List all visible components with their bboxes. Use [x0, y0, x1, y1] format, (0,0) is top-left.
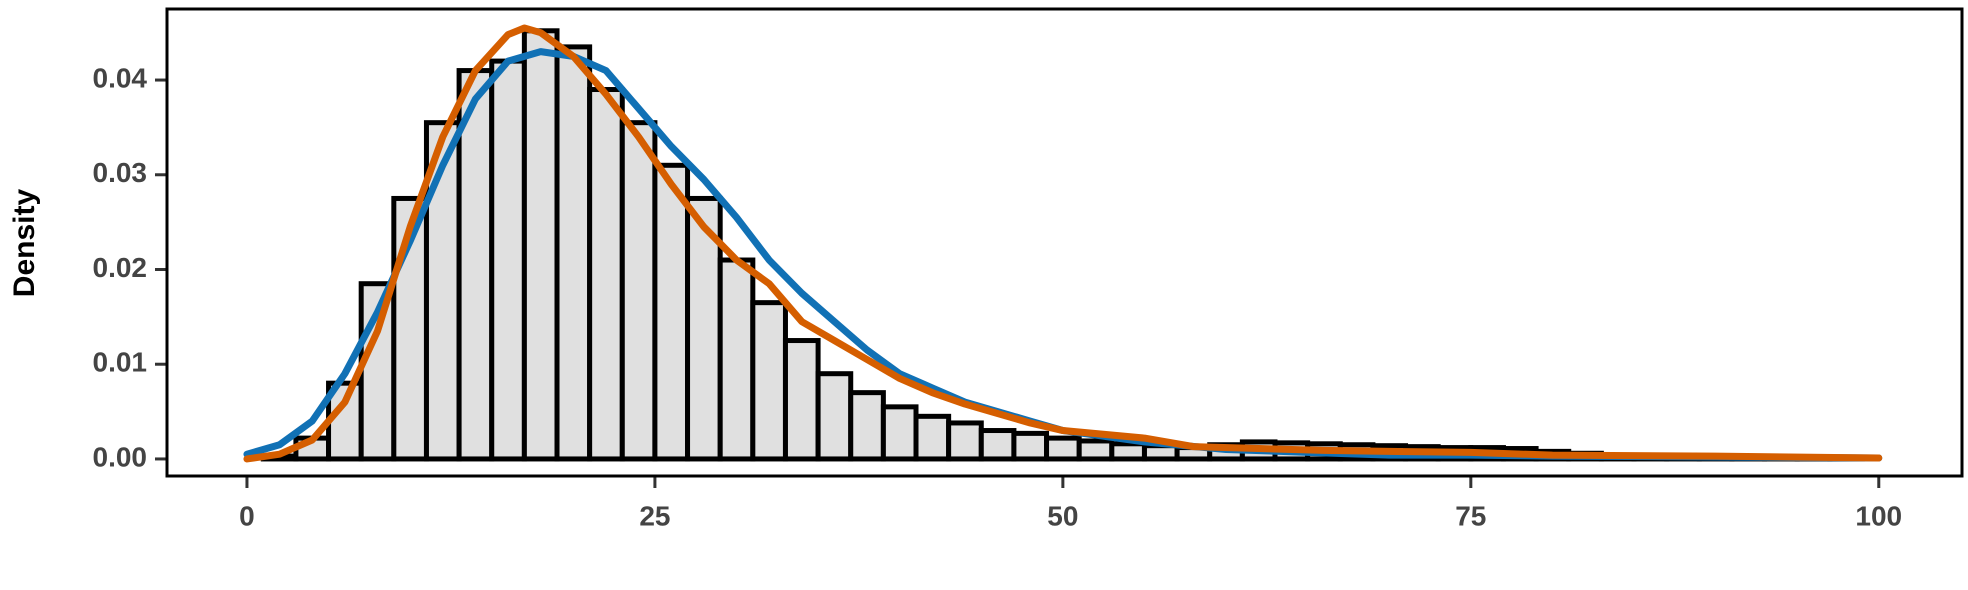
histogram-bar — [619, 120, 658, 462]
histogram-bar — [423, 120, 462, 462]
histogram-bar — [913, 413, 952, 462]
y-tick-label: 0.03 — [93, 157, 148, 188]
x-tick-label: 75 — [1455, 500, 1486, 531]
histogram-bar — [489, 58, 527, 462]
histogram-bar — [521, 28, 560, 462]
histogram-bar — [652, 162, 691, 462]
histogram-bar — [1109, 441, 1147, 462]
x-tick-label: 100 — [1855, 500, 1902, 531]
y-tick-label: 0.02 — [93, 252, 148, 283]
y-tick-label: 0.04 — [93, 62, 148, 93]
histogram-bar — [587, 87, 625, 462]
y-tick-label: 0.00 — [93, 441, 148, 472]
histogram-bar — [685, 195, 723, 462]
histogram-bar — [717, 257, 756, 462]
histogram-bar — [1044, 435, 1082, 462]
histogram-bar — [1011, 430, 1050, 462]
density-curve — [243, 24, 1883, 463]
histogram-bar — [1076, 438, 1115, 462]
histogram-bar — [848, 390, 886, 462]
plot-frame — [165, 7, 1964, 478]
x-tick-label: 50 — [1047, 500, 1078, 531]
histogram-bar — [946, 420, 984, 462]
histogram-bar — [554, 44, 593, 462]
histogram-bar — [782, 338, 821, 462]
histogram-bar — [815, 371, 854, 462]
histogram-bar — [750, 300, 788, 462]
histogram-bar — [978, 428, 1017, 462]
histogram-bar — [880, 404, 919, 462]
y-tick-label: 0.01 — [93, 347, 148, 378]
x-tick-label: 25 — [639, 500, 670, 531]
x-tick-label: 0 — [239, 500, 255, 531]
y-axis-label: Density — [8, 189, 41, 298]
